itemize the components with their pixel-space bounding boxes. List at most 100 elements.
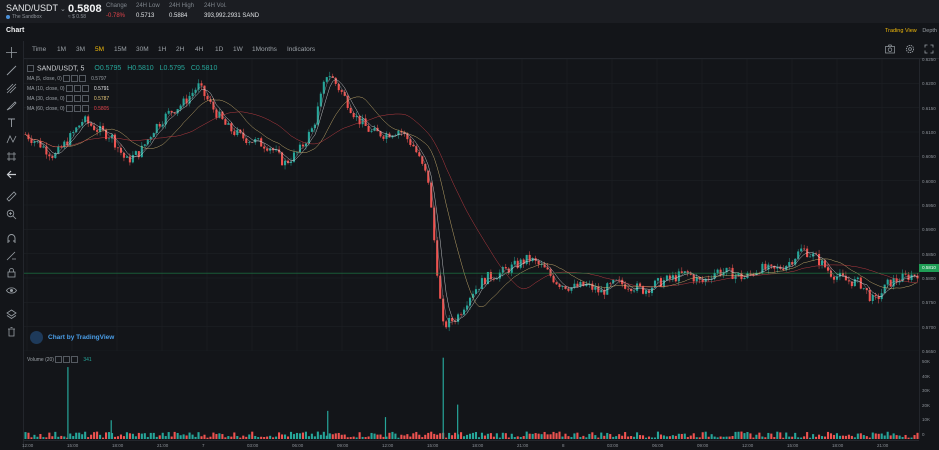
candle [776, 266, 779, 269]
tf-3m[interactable]: 3M [76, 46, 86, 53]
candle [549, 269, 552, 276]
pair-selector[interactable]: SAND/USDT ⌄ [6, 3, 66, 13]
candle [471, 293, 475, 298]
ma-legend-30[interactable]: MA (30, close, 0) 0.5787 [27, 95, 217, 103]
ma-legend-5[interactable]: MA (5, close, 0) 0.5797 [27, 75, 217, 83]
eye-icon[interactable] [65, 105, 73, 113]
close-icon[interactable] [81, 95, 89, 103]
layers-icon[interactable] [6, 309, 17, 320]
volume-bar [764, 437, 767, 439]
candle [415, 146, 418, 153]
price-chart[interactable] [24, 59, 919, 351]
close-icon[interactable] [71, 356, 79, 363]
indicators-button[interactable]: Indicators [287, 46, 316, 53]
text-icon[interactable] [6, 117, 17, 128]
volume-bar [33, 434, 36, 439]
ruler-icon[interactable] [6, 191, 17, 202]
volume-bar [477, 437, 481, 439]
volume-bar [582, 435, 585, 439]
tf-30m[interactable]: 30M [136, 46, 149, 53]
volume-bar [653, 437, 657, 439]
tf-1h[interactable]: 1H [158, 46, 167, 53]
volume-bar [260, 436, 263, 439]
candle [618, 279, 621, 281]
close-icon[interactable] [81, 85, 89, 93]
volume-bar [158, 435, 161, 439]
close-icon[interactable] [79, 75, 87, 83]
tf-4h[interactable]: 4H [195, 46, 204, 53]
collapse-icon[interactable] [27, 65, 34, 72]
volume-bar [325, 435, 328, 439]
arrow-left-icon[interactable] [6, 169, 17, 180]
tab-trading-view[interactable]: Trading View [884, 28, 917, 34]
volume-bar [358, 432, 361, 439]
gear-icon[interactable] [73, 105, 81, 113]
volume-bar [916, 432, 919, 439]
volume-bar [355, 437, 358, 439]
trend-line-icon[interactable] [6, 65, 17, 76]
tab-depth[interactable]: Depth [922, 28, 937, 34]
candle [731, 267, 734, 280]
candle [310, 128, 313, 132]
candle [349, 108, 352, 114]
tf-time[interactable]: Time [32, 46, 47, 53]
time-axis[interactable]: 12:00 15:00 18:00 21:00 7 03:00 06:00 09:00 12:0… [22, 440, 919, 450]
lock-draw-icon[interactable] [6, 250, 17, 261]
zoom-in-icon[interactable] [6, 209, 17, 220]
settings-icon[interactable] [905, 44, 915, 54]
volume-bar [689, 435, 692, 439]
crosshair-icon[interactable] [6, 47, 17, 58]
fullscreen-icon[interactable] [924, 44, 934, 54]
volume-bar [791, 436, 794, 439]
magnet-icon[interactable] [6, 233, 17, 244]
tf-1w[interactable]: 1W [233, 46, 243, 53]
pitchfork-icon[interactable] [6, 83, 17, 94]
close-icon[interactable] [81, 105, 89, 113]
candle [236, 129, 239, 136]
tf-5m[interactable]: 5M [95, 46, 105, 53]
ma-legend-60[interactable]: MA (60, close, 0) 0.5805 [27, 105, 217, 113]
gear-icon[interactable] [73, 95, 81, 103]
measure-icon[interactable] [6, 151, 17, 162]
candle [51, 156, 54, 159]
candle [838, 272, 841, 277]
eye-icon[interactable] [63, 75, 71, 83]
eye-icon[interactable] [65, 95, 73, 103]
candle [558, 284, 561, 287]
camera-icon[interactable] [885, 44, 895, 54]
ma-legend-10[interactable]: MA (10, close, 0) 0.5791 [27, 85, 217, 93]
gear-icon[interactable] [71, 75, 79, 83]
gear-icon[interactable] [73, 85, 81, 93]
volume-bar [69, 433, 72, 439]
volume-bar [119, 434, 123, 439]
volume-bar [576, 432, 579, 439]
volume-bar [725, 436, 728, 439]
candle [797, 251, 800, 259]
candle [639, 283, 642, 286]
tf-1m[interactable]: 1M [57, 46, 67, 53]
trash-icon[interactable] [6, 326, 17, 337]
volume-bar [167, 432, 170, 439]
volume-bar [152, 432, 155, 439]
candle [543, 264, 546, 268]
tradingview-attribution[interactable]: Chart by TradingView [30, 331, 114, 344]
volume-bar [310, 433, 313, 439]
volume-bar [716, 437, 719, 439]
candle [841, 272, 844, 276]
gear-icon[interactable] [63, 356, 71, 363]
volume-bar [289, 431, 293, 439]
lock-icon[interactable] [6, 267, 17, 278]
brush-icon[interactable] [6, 100, 17, 111]
volume-chart[interactable] [24, 353, 919, 439]
eye-icon[interactable] [55, 356, 63, 363]
price-axis[interactable]: 0.6250 0.6200 0.6150 0.6100 0.6050 0.6000 0.59… [919, 57, 939, 439]
volume-bar [48, 432, 51, 439]
candle [155, 123, 158, 134]
eye-icon[interactable] [65, 85, 73, 93]
tf-15m[interactable]: 15M [114, 46, 127, 53]
tf-2h[interactable]: 2H [176, 46, 185, 53]
tf-1d[interactable]: 1D [215, 46, 224, 53]
pattern-icon[interactable] [6, 134, 17, 145]
tf-1months[interactable]: 1Months [252, 46, 277, 53]
eye-icon[interactable] [6, 285, 17, 296]
